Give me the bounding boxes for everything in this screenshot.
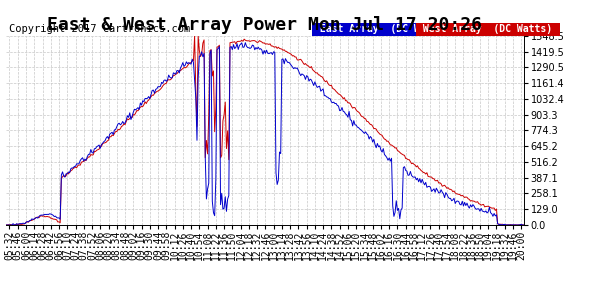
Text: East Array  (DC Watts): East Array (DC Watts) (314, 24, 455, 34)
Title: East & West Array Power Mon Jul 17 20:26: East & West Array Power Mon Jul 17 20:26 (47, 16, 483, 34)
Text: Copyright 2017 Cartronics.com: Copyright 2017 Cartronics.com (8, 24, 190, 34)
Text: West Array  (DC Watts): West Array (DC Watts) (418, 24, 559, 34)
